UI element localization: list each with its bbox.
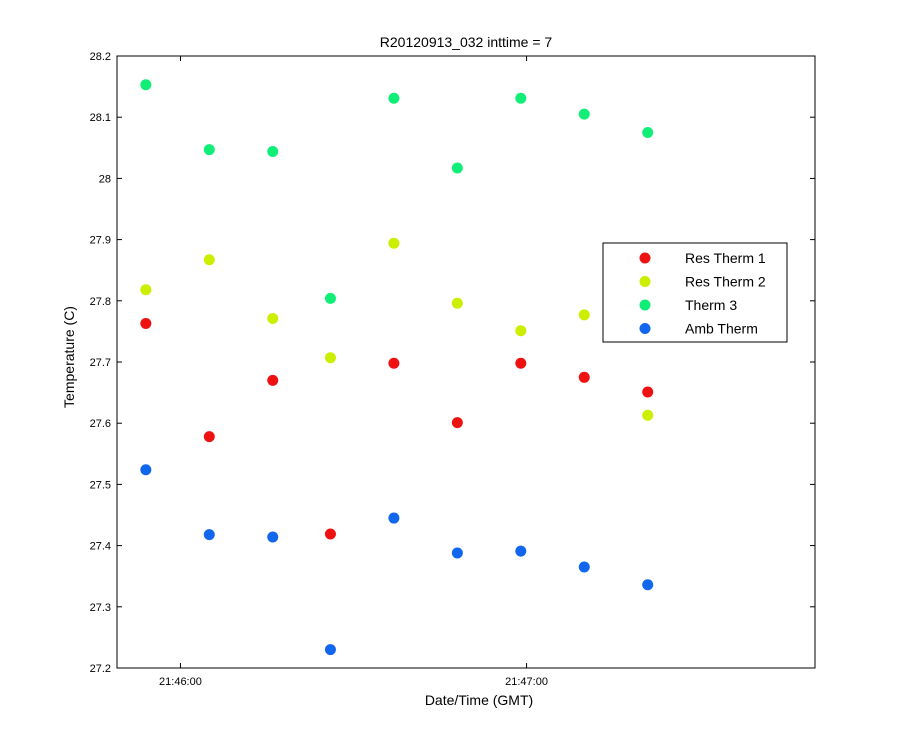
data-point-series-4 [140,464,152,476]
data-point-series-2 [140,284,152,296]
legend-marker-series-4 [639,323,651,334]
data-point-series-1 [140,317,152,329]
data-point-series-4 [578,561,590,573]
data-points [140,79,654,656]
legend-label-series-4: Amb Therm [685,321,758,337]
plot-area [116,55,816,669]
x-axis-label: Date/Time (GMT) [425,692,533,708]
legend-marker-series-1 [639,252,651,264]
y-axis-ticks: 27.2 27.3 27.4 27.5 27.6 27.7 27.8 27.9 28 28.1 28… [90,51,815,675]
y-tick-label: 27.3 [90,602,111,614]
data-point-series-4 [642,579,654,591]
data-point-series-1 [324,528,336,540]
y-tick-label: 27.2 [90,663,111,675]
legend-label-series-2: Res Therm 2 [685,274,766,290]
data-point-series-1 [578,371,590,383]
data-point-series-2 [451,297,463,309]
y-tick-label: 27.6 [90,418,111,430]
data-point-series-4 [267,531,279,543]
data-point-series-3 [267,145,279,157]
data-point-series-3 [140,79,152,91]
data-point-series-4 [324,644,336,656]
data-point-series-2 [642,409,654,421]
data-point-series-1 [515,357,527,369]
data-point-series-4 [515,545,527,557]
data-point-series-4 [203,529,215,541]
data-point-series-1 [203,431,215,443]
y-tick-label: 28.1 [90,112,111,124]
legend-label-series-3: Therm 3 [685,297,737,313]
data-point-series-3 [324,292,336,304]
legend-marker-series-2 [639,276,651,287]
data-point-series-3 [451,162,463,174]
data-point-series-1 [642,386,654,398]
data-point-series-4 [451,547,463,559]
y-tick-label: 27.5 [90,479,111,491]
y-tick-label: 28.2 [90,51,111,63]
legend-box [602,242,788,343]
data-point-series-2 [388,237,400,249]
data-point-series-1 [388,357,400,369]
y-axis-label: Temperature (C) [61,306,77,408]
y-tick-label: 27.7 [90,357,111,369]
data-point-series-3 [578,108,590,120]
data-point-series-1 [451,417,463,429]
data-point-series-2 [203,254,215,266]
y-tick-label: 27.9 [90,235,111,247]
x-tick-label: 21:46:00 [159,676,202,688]
data-point-series-3 [203,144,215,156]
y-tick-label: 27.8 [90,296,111,308]
data-point-series-1 [267,374,279,386]
x-tick-label: 21:47:00 [505,676,548,688]
legend-marker-series-3 [639,299,651,311]
data-point-series-3 [515,92,527,104]
data-point-series-2 [267,313,279,325]
data-point-series-2 [324,352,336,364]
data-point-series-2 [515,325,527,337]
y-tick-label: 28 [99,173,111,185]
data-point-series-4 [388,512,400,524]
x-axis-ticks: 21:46:00 21:47:00 [159,56,548,688]
data-point-series-2 [578,309,590,321]
chart-title: R20120913_032 inttime = 7 [380,34,553,50]
y-tick-label: 27.4 [90,541,111,553]
legend-label-series-1: Res Therm 1 [685,250,766,266]
data-point-series-3 [642,127,654,138]
data-point-series-3 [388,92,400,104]
legend: Res Therm 1 Res Therm 2 Therm 3 Amb Therm [602,242,788,343]
